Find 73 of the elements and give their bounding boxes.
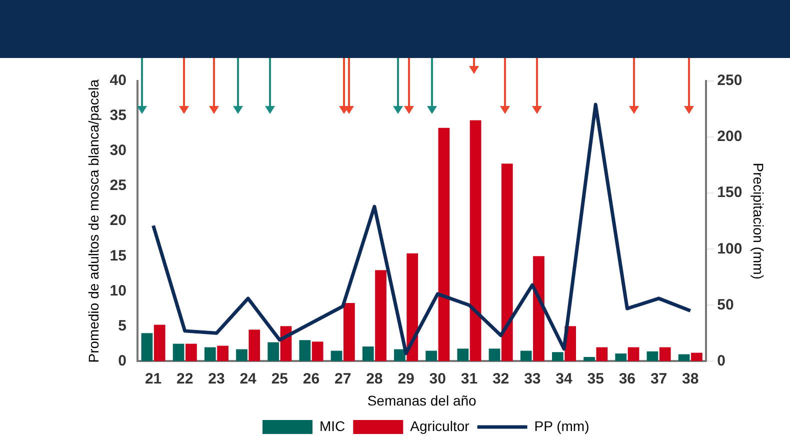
bar xyxy=(217,346,228,362)
bar xyxy=(186,344,197,362)
bar xyxy=(470,120,482,362)
y-tick-label: 5 xyxy=(118,317,126,334)
x-tick-label: 33 xyxy=(524,370,541,388)
x-tick-label: 21 xyxy=(144,370,162,388)
y-tick-label: 30 xyxy=(110,142,126,160)
y2-tick-label: 250 xyxy=(717,72,742,90)
bar xyxy=(691,352,702,362)
y-axis-title: Promedio de adultos de mosca blanca/pacela xyxy=(85,79,102,363)
bar xyxy=(248,330,260,362)
x-tick-label: 26 xyxy=(302,370,320,388)
x-tick-label: 35 xyxy=(587,370,604,388)
y-tick-label: 40 xyxy=(110,72,126,90)
bar xyxy=(268,342,280,362)
x-tick-label: 38 xyxy=(682,370,699,388)
x-tick-label: 37 xyxy=(650,370,668,388)
y2-tick-label: 200 xyxy=(717,128,742,146)
legend-label: PP (mm) xyxy=(534,418,590,434)
y2-tick-label: 100 xyxy=(717,240,742,258)
y-tick-label: 25 xyxy=(110,177,126,194)
bar xyxy=(426,350,437,362)
x-tick-label: 23 xyxy=(208,370,225,388)
y-tick-label: 10 xyxy=(110,282,126,300)
x-tick-label: 31 xyxy=(460,370,478,388)
y2-tick-label: 50 xyxy=(717,296,734,314)
x-tick-label: 29 xyxy=(398,370,414,388)
bar xyxy=(628,347,640,362)
bar xyxy=(520,350,532,362)
legend-label: MIC xyxy=(319,418,346,434)
x-tick-label: 24 xyxy=(240,370,258,388)
y2-axis-title: Precipitacion (mm) xyxy=(750,162,767,280)
legend-label: Agricultor xyxy=(410,418,470,434)
bar xyxy=(312,342,324,362)
bar xyxy=(678,354,690,362)
y2-tick-label: 150 xyxy=(717,184,742,202)
x-tick-label: 36 xyxy=(618,370,636,388)
bar xyxy=(394,349,406,362)
x-tick-label: 32 xyxy=(492,370,510,388)
y-tick-label: 35 xyxy=(110,107,126,124)
x-tick-label: 22 xyxy=(176,370,194,388)
x-tick-label: 28 xyxy=(366,370,383,388)
bar xyxy=(172,344,184,362)
bar xyxy=(615,353,627,362)
bar xyxy=(362,346,374,362)
x-tick-label: 34 xyxy=(556,370,573,388)
bar xyxy=(141,333,153,362)
x-axis-title: Semanas del año xyxy=(367,392,477,408)
bar xyxy=(204,347,216,362)
bar xyxy=(375,270,386,362)
bar xyxy=(584,356,595,362)
y-tick-label: 0 xyxy=(118,352,126,370)
bar xyxy=(596,347,608,362)
bar xyxy=(533,256,544,362)
bar xyxy=(659,347,671,362)
bar xyxy=(646,351,658,362)
y-tick-label: 20 xyxy=(110,212,126,230)
x-tick-label: 27 xyxy=(334,370,352,388)
y-tick-label: 15 xyxy=(110,247,126,264)
bar xyxy=(501,164,513,362)
bar xyxy=(552,352,564,362)
y2-tick-label: 0 xyxy=(717,352,726,370)
bar xyxy=(154,324,166,362)
bar xyxy=(457,348,469,362)
bar xyxy=(488,348,500,362)
bar xyxy=(343,303,355,362)
bar xyxy=(236,349,248,362)
x-tick-label: 25 xyxy=(271,370,288,388)
bar xyxy=(299,340,311,362)
bar xyxy=(406,253,418,362)
bar xyxy=(438,128,450,362)
x-tick-label: 30 xyxy=(429,370,446,388)
bar xyxy=(330,350,342,362)
